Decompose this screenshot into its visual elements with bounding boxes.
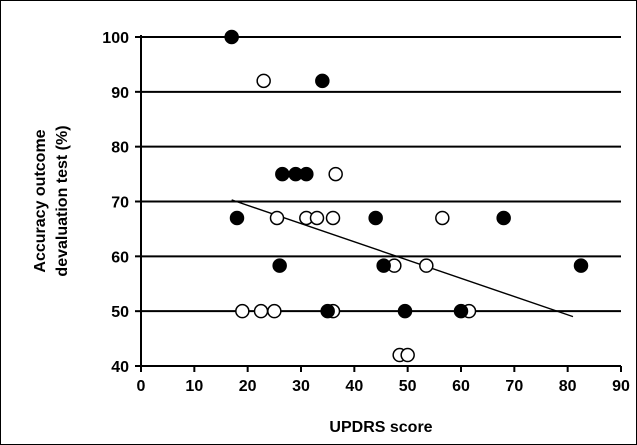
tick-labels: 40 50 60 70 80 90 100 0 10 20 30 40 50 60 70 80 90 xyxy=(102,30,630,395)
x-tick-label: 40 xyxy=(345,378,363,395)
x-tick-label: 70 xyxy=(505,378,523,395)
data-point-filled xyxy=(368,210,383,226)
x-tick-label: 50 xyxy=(399,378,417,395)
gridlines xyxy=(141,36,621,313)
data-point-open xyxy=(419,258,434,273)
data-point-filled xyxy=(224,29,239,45)
data-point-filled xyxy=(376,258,391,273)
axes xyxy=(135,35,622,372)
data-point-filled xyxy=(573,258,589,273)
y-axis-label-line-2: devaluation test (%) xyxy=(54,125,71,276)
x-tick-label: 0 xyxy=(137,378,146,395)
y-tick-label: 40 xyxy=(111,359,129,376)
data-point-open xyxy=(269,210,285,226)
data-point-open xyxy=(325,210,341,226)
data-point-filled xyxy=(315,73,330,89)
x-tick-label: 20 xyxy=(239,378,257,395)
data-point-open xyxy=(435,210,450,226)
y-tick-label: 100 xyxy=(102,30,129,47)
data-point-filled xyxy=(496,210,511,226)
x-tick-label: 30 xyxy=(292,378,310,395)
x-tick-label: 90 xyxy=(612,378,630,395)
data-point-open xyxy=(267,303,282,319)
data-point-filled xyxy=(229,210,245,226)
x-tick-label: 80 xyxy=(559,378,577,395)
data-point-open xyxy=(309,210,325,226)
data-point-filled xyxy=(272,258,287,273)
data-point-open xyxy=(400,347,415,363)
data-point-open xyxy=(256,73,271,89)
data-point-filled xyxy=(275,166,290,182)
x-tick-label: 60 xyxy=(452,378,470,395)
data-point-filled xyxy=(320,303,335,319)
data-point-open xyxy=(235,303,250,319)
x-axis-label: UPDRS score xyxy=(329,419,432,436)
data-point-filled xyxy=(453,303,469,319)
data-point-filled xyxy=(397,303,413,319)
data-point-open xyxy=(328,166,343,182)
y-tick-label: 50 xyxy=(111,304,129,321)
data-point-filled xyxy=(299,166,314,182)
x-tick-label: 10 xyxy=(185,378,203,395)
y-tick-label: 90 xyxy=(111,85,129,102)
data-point-open xyxy=(253,303,269,319)
y-tick-label: 60 xyxy=(111,249,129,266)
y-tick-label: 70 xyxy=(111,195,129,212)
trendline xyxy=(231,199,574,318)
y-axis-label-line-1: Accuracy outcome xyxy=(32,129,49,272)
trendline-group xyxy=(231,199,574,318)
y-tick-label: 80 xyxy=(111,140,129,157)
data-points xyxy=(224,29,589,363)
